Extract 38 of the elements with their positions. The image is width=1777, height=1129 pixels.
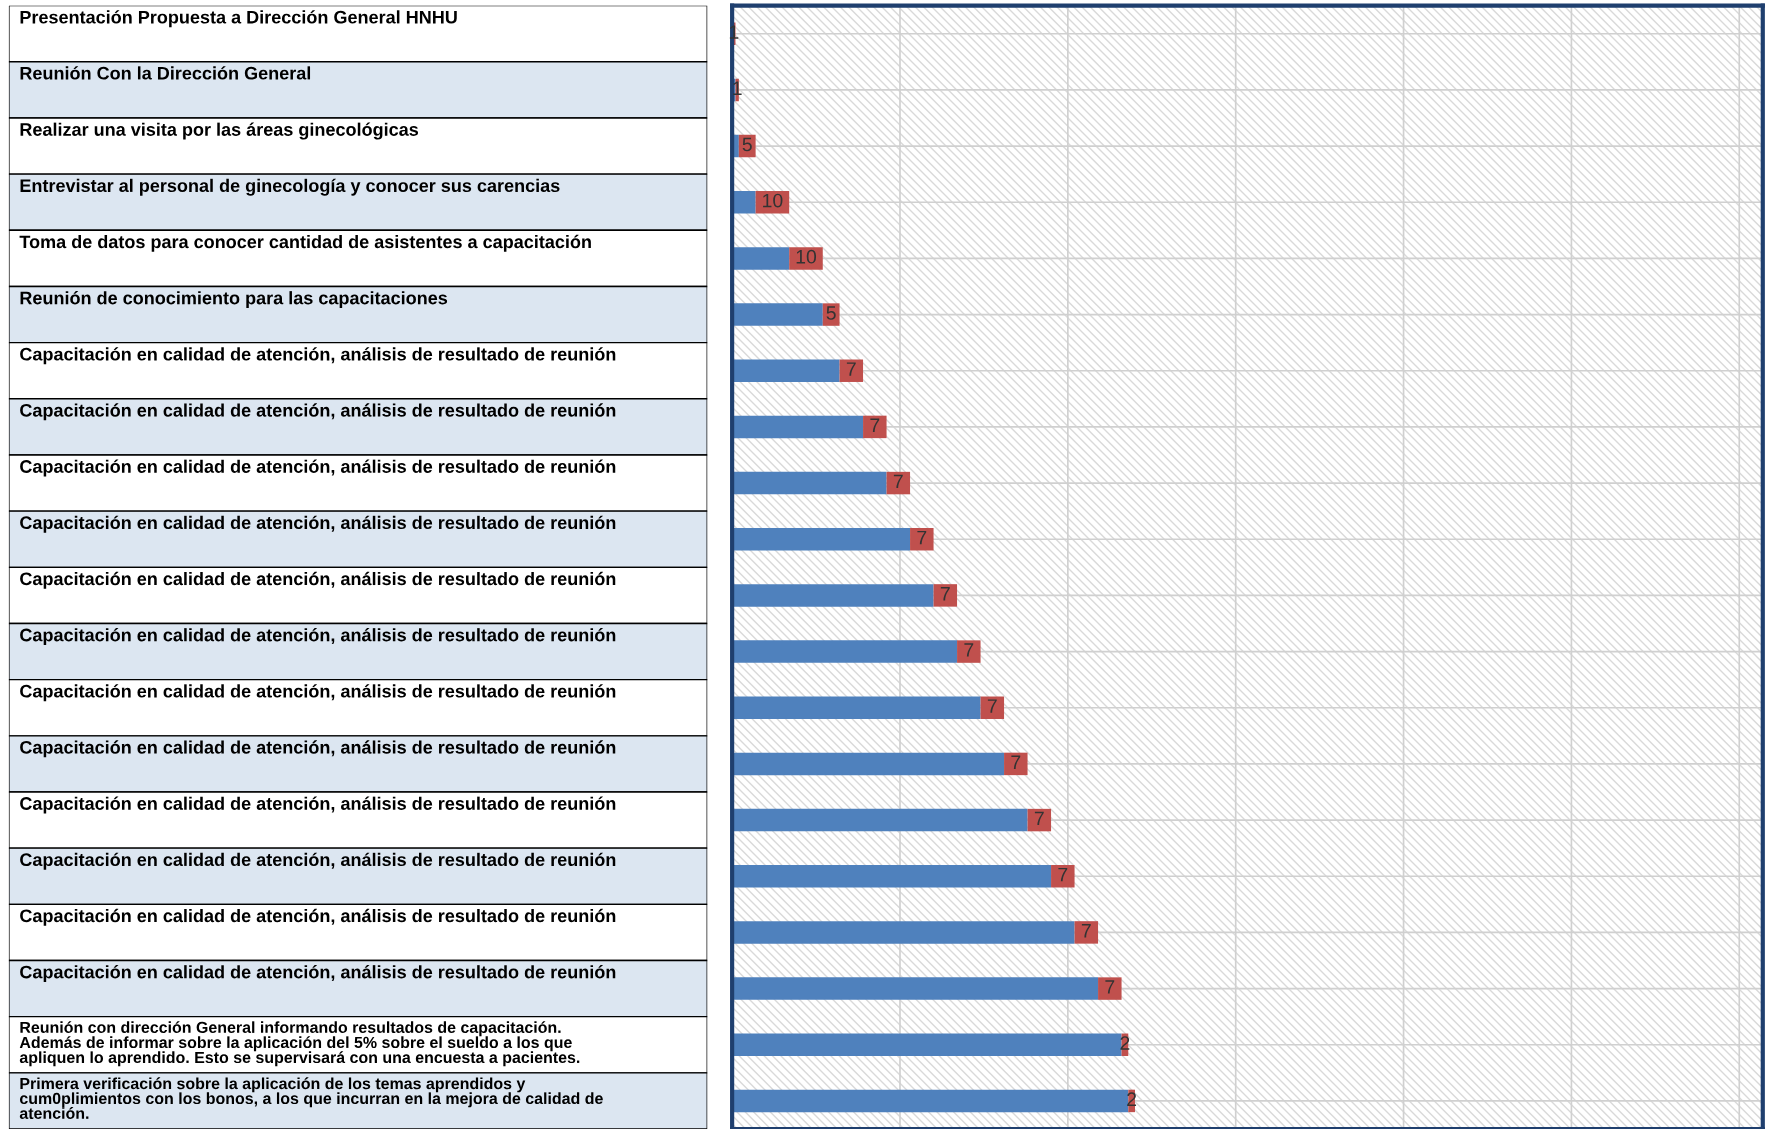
data-label: 7 [917,530,927,545]
y-tick-label: Capacitación en calidad de atención, análisis de resultado de reunión [20,627,616,645]
data-label: 10 [763,193,783,208]
y-tick-label: Capacitación en calidad de atención, análisis de resultado de reunión [20,964,616,982]
data-label: 7 [893,474,903,489]
data-label: 7 [987,699,997,713]
data-label: 5 [742,137,752,152]
data-label: 7 [1058,867,1068,882]
y-tick-label: Reunión Con la Dirección General [20,66,311,80]
data-label: 7 [1105,980,1115,994]
y-tick-label: Capacitación en calidad de atención, análisis de resultado de reunión [20,852,616,870]
y-tick-label: Capacitación en calidad de atención, análisis de resultado de reunión [20,796,616,814]
y-tick-label: Capacitación en calidad de atención, análisis de resultado de reunión [20,740,616,758]
y-tick-label: Entrevistar al personal de ginecología y conocer sus carencias [20,178,560,196]
y-tick-label: Capacitación en calidad de atención, análisis de resultado de reunión [20,459,616,477]
data-label: 7 [940,587,950,601]
y-tick-label: Reunión con dirección General informando resultados de capacitación. Además de informar sobre la aplicación del 5% sobre el sueldo a los que apliquen lo aprendido. Esto se supervisará con una encuesta a pacientes. [19,1021,580,1067]
data-label: 7 [1081,924,1091,938]
y-tick-label: Capacitación en calidad de atención, análisis de resultado de reunión [20,515,616,533]
data-label: 7 [964,643,974,657]
y-tick-label: Realizar una visita por las áreas ginecológicas [20,122,419,140]
data-label: 7 [1011,755,1021,769]
y-tick-label: Capacitación en calidad de atención, análisis de resultado de reunión [20,908,616,926]
data-label: 5 [826,306,836,320]
data-label: 1 [729,25,739,39]
y-tick-label: Capacitación en calidad de atención, análisis de resultado de reunión [20,571,616,589]
data-label: 7 [1034,811,1044,826]
data-label: 10 [796,249,817,264]
data-label: 7 [846,362,856,376]
y-tick-label: Capacitación en calidad de atención, análisis de resultado de reunión [20,684,616,702]
data-label: 7 [870,418,880,432]
data-label: 1 [733,81,742,95]
y-tick-label: Capacitación en calidad de atención, análisis de resultado de reunión [20,347,616,365]
y-tick-label: Primera verificación sobre la aplicación de los temas aprendidos y cum0plimientos con los bonos, a los que incurran en la mejora de calidad de atención. [19,1077,603,1119]
y-tick-label: Reunión de conocimiento para las capacitaciones [20,290,448,308]
y-tick-label: Presentación Propuesta a Dirección General HNHU [20,10,457,28]
y-tick-label: Toma de datos para conocer cantidad de asistentes a capacitación [19,234,591,252]
y-tick-label: Capacitación en calidad de atención, análisis de resultado de reunión [20,403,616,421]
